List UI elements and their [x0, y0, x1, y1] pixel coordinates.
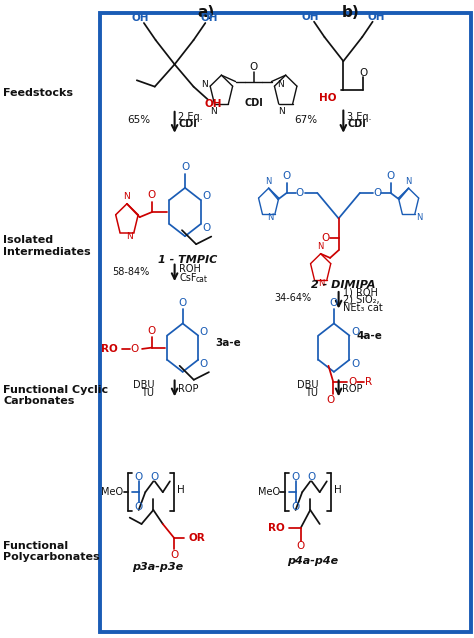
Text: N: N: [126, 232, 133, 241]
Text: O: O: [321, 232, 329, 242]
Text: ROP: ROP: [342, 384, 363, 394]
Text: DBU: DBU: [297, 380, 318, 390]
Text: MeO: MeO: [101, 487, 124, 497]
Text: O: O: [351, 327, 359, 337]
Text: 65%: 65%: [127, 115, 150, 126]
Text: O: O: [200, 327, 208, 337]
Text: O: O: [202, 191, 210, 201]
Text: Functional Cyclic
Carbonates: Functional Cyclic Carbonates: [3, 385, 108, 406]
Text: p3a-p3e: p3a-p3e: [133, 562, 183, 572]
Text: O: O: [135, 502, 143, 512]
Text: N: N: [210, 107, 217, 116]
Text: TU: TU: [141, 388, 155, 398]
Text: 1) ROH: 1) ROH: [343, 287, 378, 297]
Text: O: O: [330, 298, 338, 308]
Text: O: O: [351, 359, 359, 369]
Text: OH: OH: [368, 11, 385, 22]
Text: O: O: [348, 376, 356, 387]
Text: DBU: DBU: [133, 380, 155, 390]
Text: 67%: 67%: [294, 115, 318, 126]
Text: O: O: [200, 359, 208, 369]
Text: H: H: [177, 485, 185, 494]
Text: ROP: ROP: [178, 384, 199, 394]
Text: N: N: [318, 279, 324, 288]
Text: O: O: [359, 68, 367, 78]
Text: OH: OH: [131, 13, 149, 23]
Text: N: N: [267, 213, 273, 223]
Text: N: N: [265, 177, 272, 186]
Text: O: O: [308, 472, 316, 482]
Text: O: O: [373, 188, 382, 198]
Text: O: O: [170, 549, 178, 560]
Text: Feedstocks: Feedstocks: [3, 88, 73, 98]
Text: OR: OR: [188, 533, 205, 543]
Text: 3a-e: 3a-e: [216, 338, 241, 348]
Text: O: O: [148, 191, 156, 200]
Text: O: O: [181, 163, 189, 172]
Text: O: O: [151, 472, 159, 482]
Text: TU: TU: [305, 388, 318, 398]
Text: N: N: [278, 107, 284, 116]
Text: Functional
Polycarbonates: Functional Polycarbonates: [3, 540, 100, 562]
Text: O: O: [283, 172, 291, 181]
Text: ROH: ROH: [179, 264, 201, 274]
Text: 34-64%: 34-64%: [274, 293, 312, 303]
Text: cat: cat: [195, 275, 208, 284]
Text: MeO: MeO: [258, 487, 281, 497]
Text: CsF: CsF: [179, 272, 197, 283]
Text: N: N: [318, 242, 324, 251]
Text: O: O: [179, 298, 187, 308]
Text: OH: OH: [201, 13, 218, 23]
Text: a): a): [198, 4, 215, 20]
Text: O: O: [135, 472, 143, 482]
Text: O: O: [297, 540, 305, 551]
Text: R: R: [365, 376, 372, 387]
Text: O: O: [296, 188, 304, 198]
Text: O: O: [327, 395, 335, 405]
Text: N: N: [124, 191, 130, 200]
Text: OH: OH: [205, 99, 222, 109]
Text: 2 - DIMIPA: 2 - DIMIPA: [311, 280, 375, 290]
Text: 58-84%: 58-84%: [112, 267, 150, 277]
Text: p4a-p4e: p4a-p4e: [287, 556, 338, 566]
Text: O: O: [131, 344, 139, 354]
Text: O: O: [202, 223, 210, 233]
Text: O: O: [147, 326, 155, 336]
Text: 4a-e: 4a-e: [356, 331, 383, 341]
Text: 2 Eq.: 2 Eq.: [178, 112, 203, 122]
Text: 3 Eq.: 3 Eq.: [347, 112, 372, 122]
Text: H: H: [334, 485, 342, 494]
Bar: [100, 13, 471, 632]
Text: RO: RO: [268, 523, 285, 533]
Text: OH: OH: [301, 11, 319, 22]
Text: N: N: [416, 213, 423, 223]
Text: O: O: [292, 472, 300, 482]
Text: O: O: [292, 502, 300, 512]
Text: O: O: [386, 172, 395, 181]
Text: HO: HO: [319, 93, 336, 103]
Text: 2) SiO₂,: 2) SiO₂,: [343, 295, 380, 305]
Text: N: N: [201, 80, 208, 89]
Text: CDI: CDI: [178, 119, 197, 130]
Text: RO: RO: [100, 344, 118, 354]
Text: O: O: [249, 62, 258, 72]
Text: N: N: [405, 177, 412, 186]
Text: CDI: CDI: [347, 119, 366, 130]
Text: NEt₃ cat: NEt₃ cat: [343, 303, 383, 313]
Text: N: N: [277, 80, 284, 89]
Text: 1 - TMPIC: 1 - TMPIC: [158, 255, 217, 265]
Text: Isolated
Intermediates: Isolated Intermediates: [3, 235, 91, 256]
Text: CDI: CDI: [244, 98, 263, 108]
Text: b): b): [342, 4, 359, 20]
